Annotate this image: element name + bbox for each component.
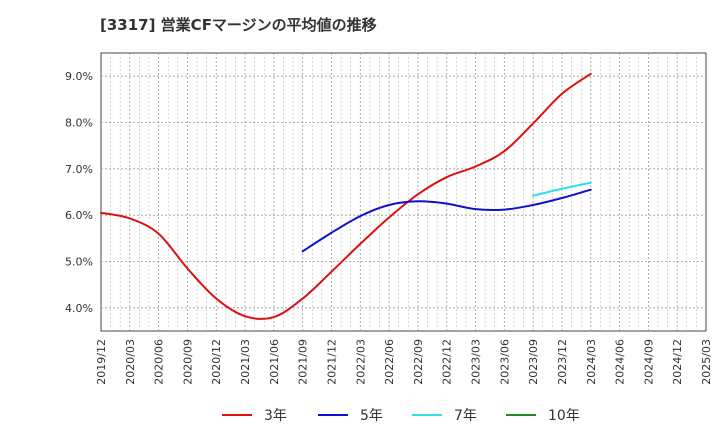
- x-tick-label: 2024/09: [642, 339, 655, 385]
- series-line-2: [301, 188, 592, 253]
- x-tick-label: 2024/12: [671, 339, 684, 385]
- x-tick-label: 2023/09: [527, 339, 540, 385]
- plot-frame: [100, 52, 707, 332]
- y-axis: 4.0% 5.0% 6.0% 7.0% 8.0% 9.0%: [65, 70, 93, 315]
- x-tick-label: 2021/12: [325, 339, 338, 385]
- series-layer: [100, 72, 592, 320]
- y-tick-label: 8.0%: [65, 117, 93, 130]
- y-tick-label: 5.0%: [65, 256, 93, 269]
- x-tick-label: 2022/03: [354, 339, 367, 385]
- legend-label: 10年: [548, 408, 580, 424]
- series-line-1: [100, 72, 592, 320]
- x-tick-label: 2021/03: [239, 339, 252, 385]
- y-tick-label: 4.0%: [65, 302, 93, 315]
- chart-title: [3317] 営業CFマージンの平均値の推移: [100, 16, 377, 34]
- x-tick-label: 2023/03: [470, 339, 483, 385]
- x-tick-label: 2021/09: [297, 339, 310, 385]
- x-tick-label: 2024/03: [585, 339, 598, 385]
- x-tick-label: 2024/06: [614, 339, 627, 385]
- gridlines: [101, 53, 706, 331]
- x-tick-label: 2025/03: [700, 339, 713, 385]
- x-tick-label: 2020/12: [210, 339, 223, 385]
- legend-label: 7年: [454, 408, 477, 424]
- x-tick-label: 2023/06: [498, 339, 511, 385]
- legend: 3年 5年 7年 10年: [222, 408, 580, 424]
- y-tick-label: 9.0%: [65, 70, 93, 83]
- x-tick-label: 2020/09: [181, 339, 194, 385]
- x-tick-label: 2022/12: [441, 339, 454, 385]
- x-tick-label: 2020/06: [153, 339, 166, 385]
- x-tick-label: 2023/12: [556, 339, 569, 385]
- x-tick-label: 2022/06: [383, 339, 396, 385]
- y-tick-label: 6.0%: [65, 209, 93, 222]
- legend-label: 5年: [360, 408, 383, 424]
- plot-area: [100, 52, 707, 332]
- x-tick-label: 2022/09: [412, 339, 425, 385]
- x-tick-label: 2021/06: [268, 339, 281, 385]
- y-tick-label: 7.0%: [65, 163, 93, 176]
- x-tick-label: 2019/12: [95, 339, 108, 385]
- x-axis: 2019/12 2020/03 2020/06 2020/09 2020/12 2021/…: [95, 339, 713, 385]
- legend-label: 3年: [264, 408, 287, 424]
- x-tick-label: 2020/03: [124, 339, 137, 385]
- series-line-3: [532, 181, 592, 197]
